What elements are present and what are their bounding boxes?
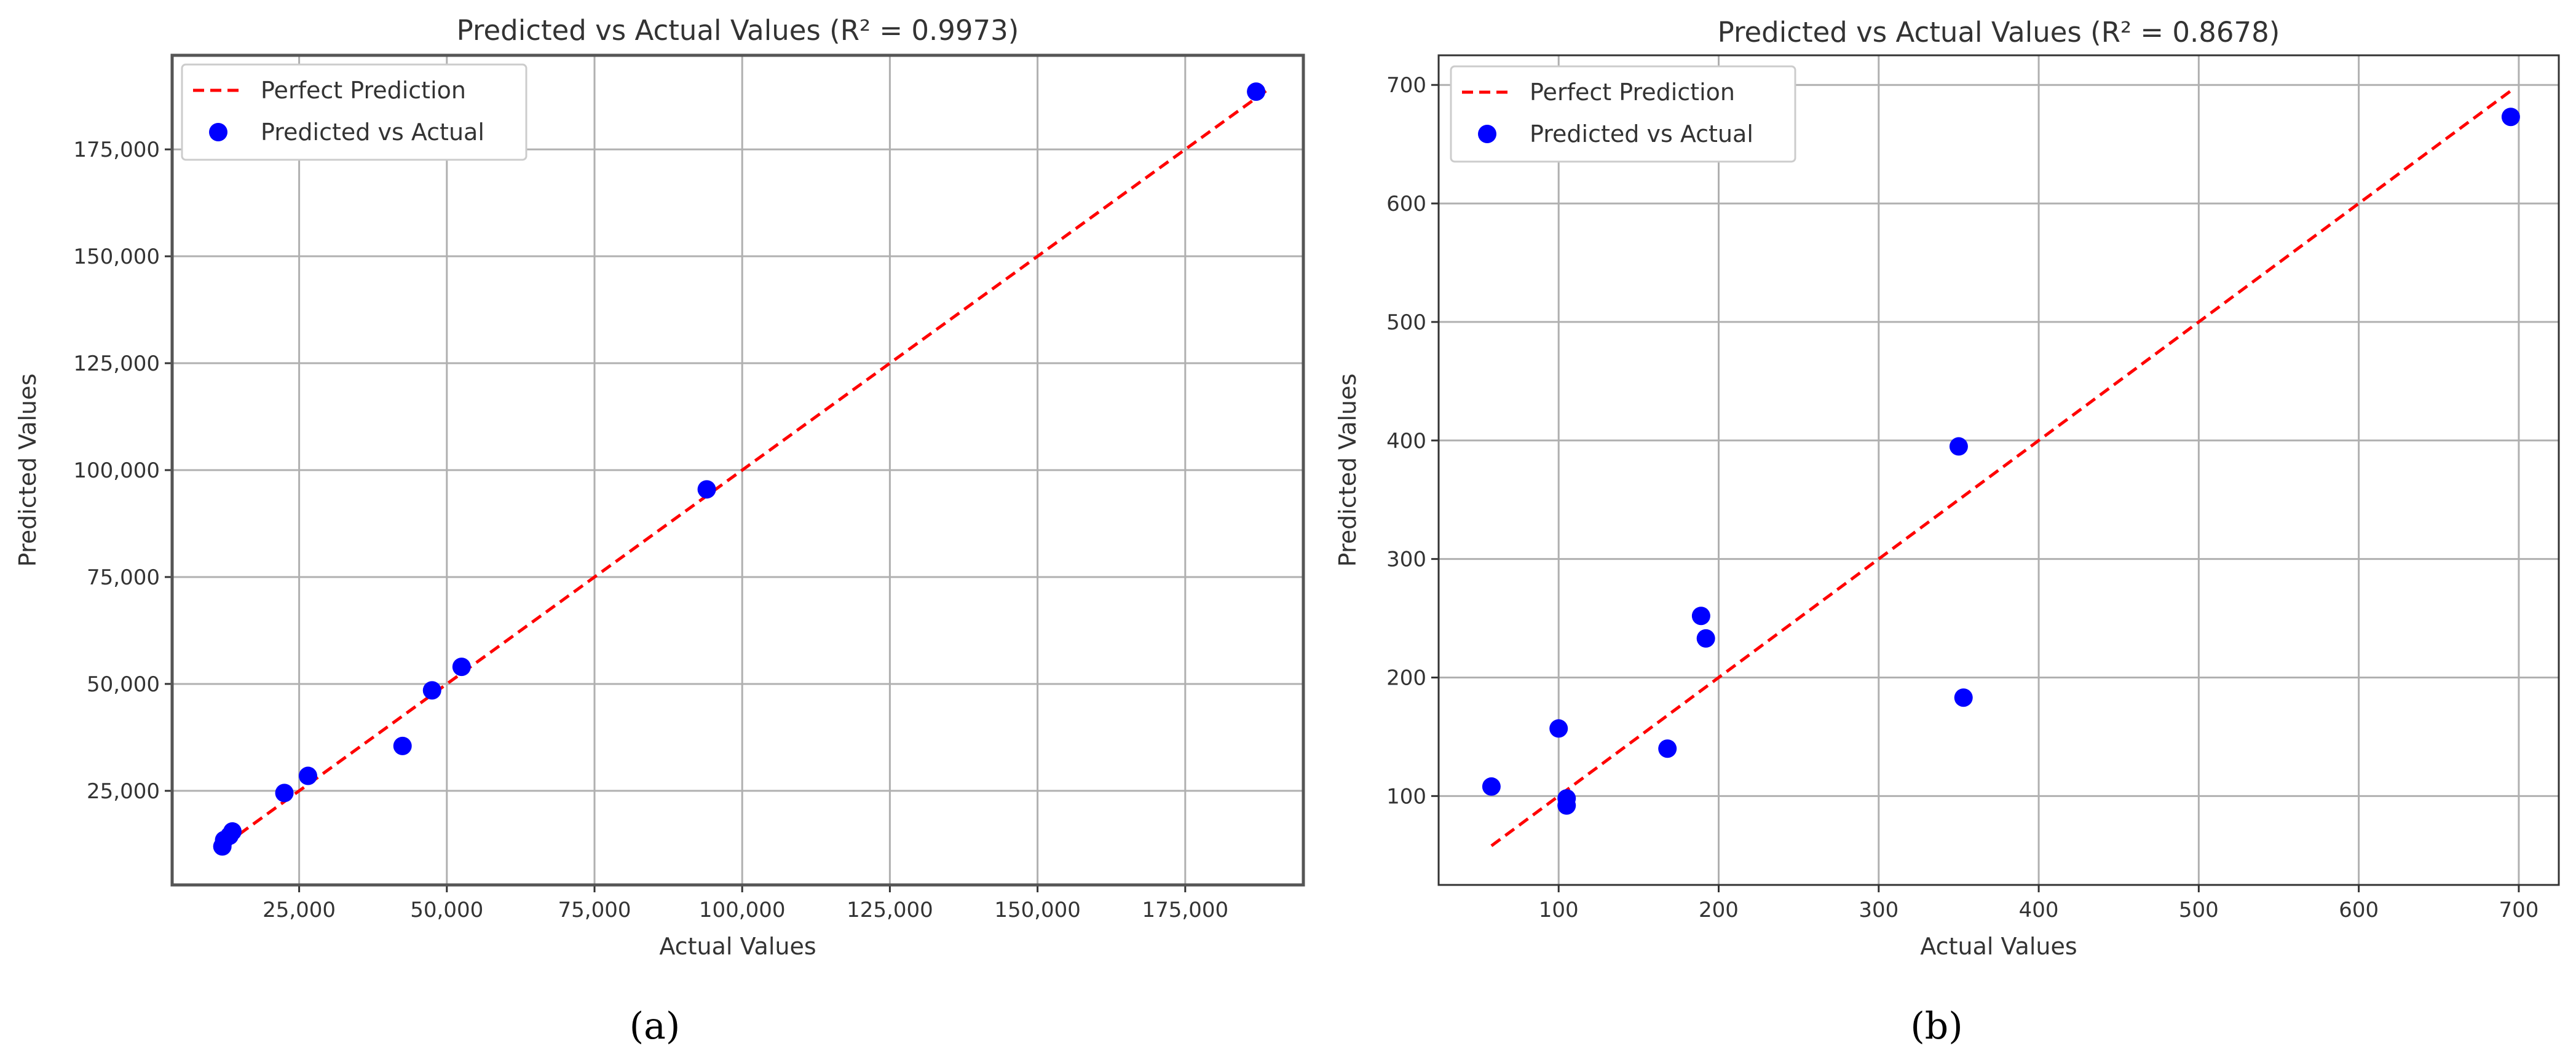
y-tick-label: 100	[1386, 784, 1426, 809]
y-tick-label: 700	[1386, 73, 1426, 98]
x-axis-label: Actual Values	[1920, 933, 2077, 960]
x-tick-label: 100	[1539, 898, 1579, 922]
legend-label-predicted-vs-actual: Predicted vs Actual	[261, 119, 484, 146]
x-tick-label: 100,000	[699, 898, 786, 922]
y-tick-label: 100,000	[73, 458, 160, 483]
scatter-point	[275, 784, 294, 803]
y-tick-label: 600	[1386, 192, 1426, 216]
y-tick-label: 25,000	[87, 779, 160, 804]
x-tick-label: 150,000	[994, 898, 1081, 922]
y-tick-label: 50,000	[87, 672, 160, 697]
y-tick-label: 500	[1386, 310, 1426, 335]
scatter-point	[223, 822, 242, 841]
legend: Perfect Prediction Predicted vs Actual	[1450, 65, 1796, 163]
scatter-point	[697, 480, 716, 499]
scatter-point	[2501, 108, 2520, 127]
x-tick-label: 500	[2179, 898, 2219, 922]
scatter-point	[452, 658, 471, 677]
chart-panel-a: 25,000 50,000 75,000 100,000 125,000 150,000 1…	[14, 14, 1305, 1048]
y-axis-label: Predicted Values	[14, 374, 41, 567]
y-tick-label: 175,000	[73, 138, 160, 162]
legend-point-swatch	[1478, 125, 1496, 143]
scatter-point	[1691, 607, 1710, 626]
y-tick-label: 125,000	[73, 352, 160, 376]
x-tick-label: 125,000	[847, 898, 933, 922]
perfect-prediction-line	[224, 88, 1269, 846]
y-axis-label: Predicted Values	[1334, 374, 1361, 567]
legend-point-swatch	[209, 123, 227, 141]
chart-title: Predicted vs Actual Values (R² = 0.8678)	[1718, 16, 2280, 49]
scatter-point	[1658, 739, 1677, 758]
scatter-point	[1954, 688, 1973, 707]
x-tick-label: 50,000	[410, 898, 483, 922]
y-tick-label: 300	[1386, 548, 1426, 572]
x-tick-label: 700	[2499, 898, 2538, 922]
y-tick-label: 200	[1386, 666, 1426, 691]
scatter-point	[1696, 629, 1715, 648]
y-tick-label: 400	[1386, 429, 1426, 454]
scatter-point	[422, 681, 441, 700]
perfect-prediction-line	[1490, 89, 2512, 847]
x-tick-label: 25,000	[263, 898, 336, 922]
x-tick-label: 175,000	[1142, 898, 1229, 922]
legend-label-predicted-vs-actual: Predicted vs Actual	[1530, 120, 1753, 147]
x-tick-label: 300	[1859, 898, 1898, 922]
legend-label-perfect-prediction: Perfect Prediction	[261, 77, 466, 104]
scatter-point	[1482, 777, 1501, 796]
legend: Perfect Prediction Predicted vs Actual	[181, 63, 527, 161]
plot-frame	[1437, 54, 2560, 886]
panel-caption: (b)	[1910, 1005, 1962, 1048]
scatter-point	[1549, 719, 1568, 738]
panel-caption: (a)	[630, 1005, 681, 1048]
chart-title: Predicted vs Actual Values (R² = 0.9973)	[457, 14, 1019, 47]
x-axis-label: Actual Values	[659, 933, 816, 960]
scatter-point	[1247, 82, 1266, 101]
scatter-point	[393, 736, 412, 755]
scatter-point	[1557, 796, 1576, 815]
legend-label-perfect-prediction: Perfect Prediction	[1530, 79, 1735, 106]
scatter-point	[1949, 437, 1968, 456]
x-tick-label: 600	[2339, 898, 2379, 922]
legend-box	[1450, 65, 1796, 163]
plot-frame	[170, 53, 1305, 887]
x-tick-label: 200	[1699, 898, 1739, 922]
chart-panel-b: 100 200 300 400 500 600 700 100 200 300 400 500 600 7…	[1334, 16, 2560, 1048]
scatter-point	[298, 766, 317, 785]
x-tick-label: 400	[2019, 898, 2059, 922]
y-tick-label: 75,000	[87, 565, 160, 590]
y-tick-label: 150,000	[73, 245, 160, 269]
x-tick-label: 75,000	[558, 898, 631, 922]
legend-box	[181, 63, 527, 161]
